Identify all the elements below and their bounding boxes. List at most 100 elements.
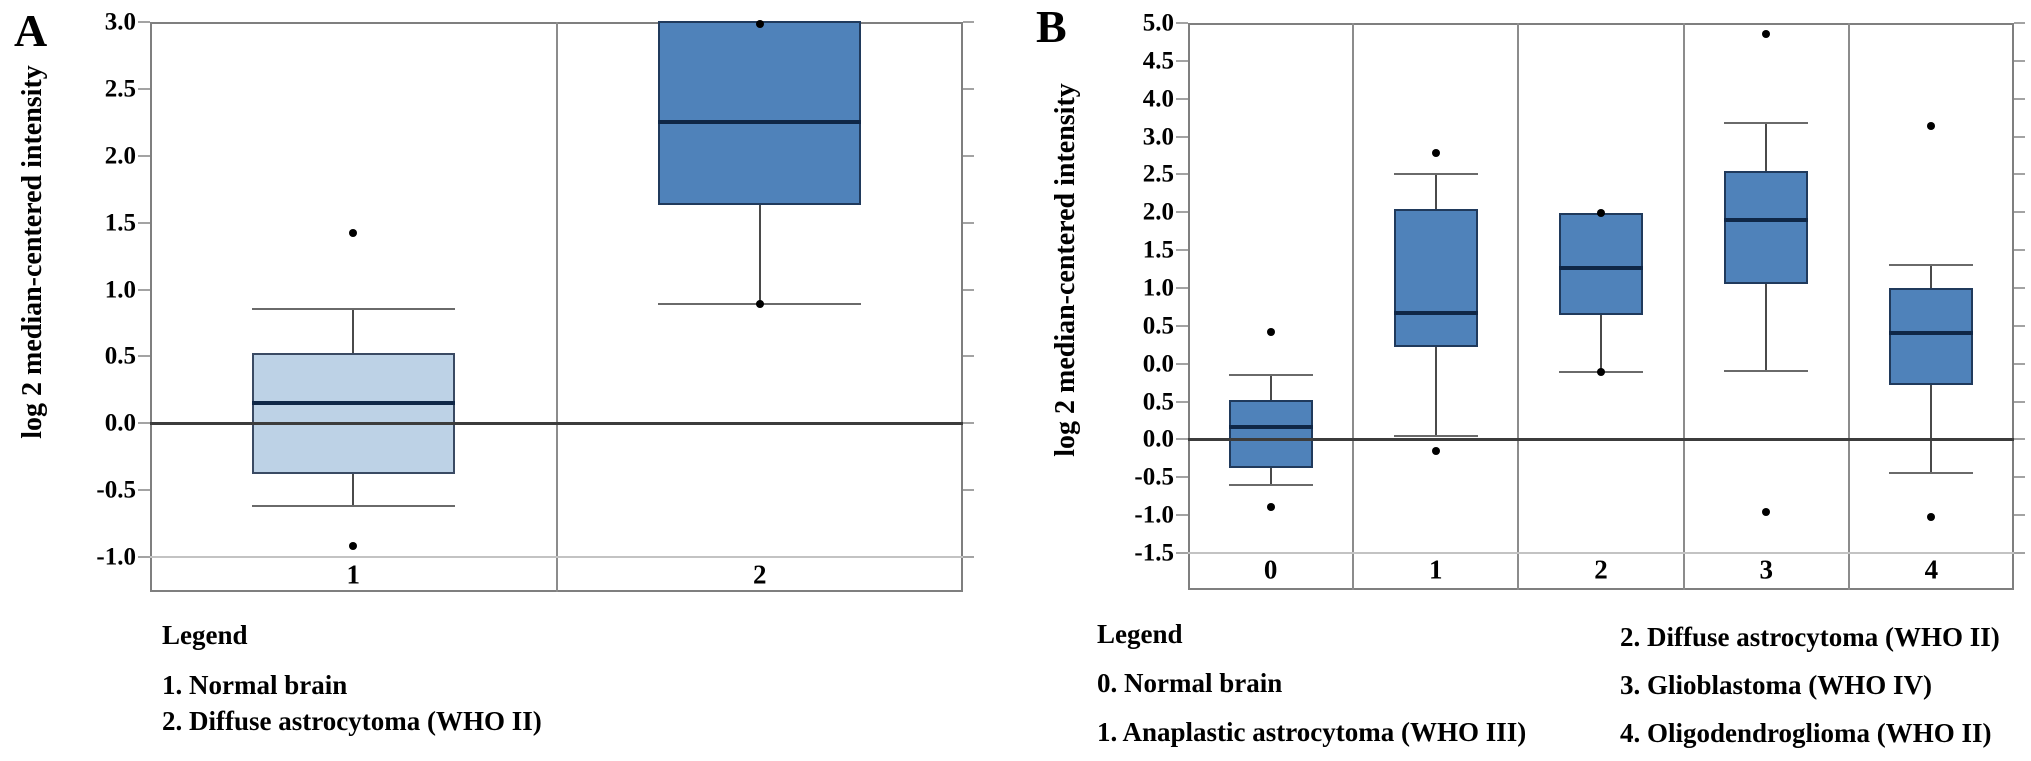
whisker-stem <box>1269 467 1272 485</box>
x-category-label: 2 <box>1594 554 1608 585</box>
y-tick-right <box>963 422 974 425</box>
y-tick-right <box>2014 514 2025 517</box>
y-tick-label: -1.5 <box>1134 539 1174 567</box>
y-tick-left <box>1176 362 1188 365</box>
bottom-gridline <box>1188 552 2014 554</box>
y-tick-left <box>1176 287 1188 289</box>
y-tick-left <box>138 489 150 492</box>
y-tick-right <box>2014 22 2025 24</box>
y-tick-right <box>2014 438 2025 441</box>
outlier-dot <box>1762 507 1771 516</box>
y-tick-left <box>1176 97 1188 100</box>
box-a-1 <box>251 353 455 474</box>
y-tick-left <box>1176 135 1188 138</box>
y-tick-label: 4.0 <box>1142 85 1174 113</box>
y-tick-left <box>1176 514 1188 517</box>
y-tick-left <box>1176 324 1188 327</box>
y-tick-label: 0.0 <box>1142 350 1174 378</box>
x-category-label: 1 <box>1429 554 1443 585</box>
y-tick-right <box>2014 59 2025 62</box>
panel-b-letter: B <box>1036 1 1067 52</box>
box-b-4 <box>1889 287 1974 386</box>
box-b-0 <box>1228 400 1313 468</box>
y-tick-label: 2.5 <box>1142 160 1174 188</box>
panel-b-y-axis-title: log 2 median-centered intensity <box>1050 83 1081 457</box>
whisker-stem <box>1434 347 1437 436</box>
outlier-dot <box>1431 149 1440 158</box>
whisker-stem <box>1765 283 1768 371</box>
outlier-dot <box>1597 208 1605 217</box>
whisker-cap <box>1724 121 1809 124</box>
legend-b-heading: Legend <box>1097 619 1183 649</box>
y-tick-right <box>2014 211 2025 214</box>
median-line <box>251 400 455 405</box>
y-tick-left <box>138 221 150 224</box>
outlier-dot <box>1927 121 1936 130</box>
median-line <box>1228 424 1313 429</box>
y-tick-left <box>1176 400 1188 403</box>
y-tick-label: 0.5 <box>104 342 136 370</box>
y-tick-right <box>963 489 974 492</box>
whisker-stem <box>1434 173 1437 209</box>
legend-b-item: 0. Normal brain <box>1097 668 1283 698</box>
y-tick-right <box>963 288 974 291</box>
y-tick-label: -0.5 <box>96 476 136 504</box>
y-tick-label: 5.0 <box>1142 9 1174 37</box>
y-tick-label: 2.0 <box>104 142 136 170</box>
median-line <box>1724 218 1809 223</box>
whisker-cap <box>1393 172 1478 175</box>
y-tick-right <box>2014 97 2025 100</box>
whisker-cap <box>251 308 455 311</box>
whisker-cap <box>1393 434 1478 437</box>
y-tick-left <box>1176 173 1188 176</box>
column-gridline <box>555 22 558 592</box>
x-category-label: 2 <box>753 559 767 590</box>
column-gridline <box>1847 23 1850 590</box>
y-tick-label: 3.0 <box>104 8 136 36</box>
zero-line <box>150 422 963 425</box>
outlier-dot <box>1266 502 1275 511</box>
y-tick-label: 0.5 <box>1142 312 1174 340</box>
whisker-stem <box>352 473 355 507</box>
outlier-dot <box>755 19 764 28</box>
outlier-dot <box>1762 29 1771 38</box>
y-tick-right <box>2014 135 2025 138</box>
box-b-1 <box>1393 208 1478 348</box>
y-tick-label: 1.0 <box>1142 274 1174 302</box>
y-tick-label: 0.0 <box>1142 425 1174 453</box>
y-tick-left <box>138 21 150 23</box>
y-tick-label: 0.0 <box>104 409 136 437</box>
y-tick-label: 2.0 <box>1142 198 1174 226</box>
whisker-stem <box>1269 375 1272 401</box>
outlier-dot <box>349 228 358 237</box>
y-tick-label: 1.5 <box>1142 236 1174 264</box>
outlier-dot <box>1597 368 1605 377</box>
whisker-stem <box>352 309 355 354</box>
whisker-stem <box>1600 315 1602 373</box>
y-tick-label: 1.5 <box>104 209 136 237</box>
whisker-cap <box>251 505 455 508</box>
outlier-dot <box>1927 512 1936 521</box>
legend-a-heading: Legend <box>162 620 248 650</box>
y-tick-left <box>1176 59 1188 62</box>
column-gridline <box>1682 23 1685 590</box>
y-tick-left <box>1176 22 1188 24</box>
legend-b-item: 3. Glioblastoma (WHO IV) <box>1620 670 1933 700</box>
y-tick-left <box>138 355 150 358</box>
y-tick-right <box>2014 362 2025 365</box>
y-tick-label: 1.0 <box>104 276 136 303</box>
bottom-gridline <box>150 556 963 558</box>
y-tick-left <box>1176 438 1188 441</box>
y-tick-label: 4.5 <box>1142 47 1174 75</box>
whisker-cap <box>1724 369 1809 372</box>
whisker-stem <box>758 204 761 304</box>
column-gridline <box>1517 23 1520 590</box>
whisker-stem <box>1930 264 1933 288</box>
whisker-cap <box>1889 472 1974 475</box>
outlier-dot <box>755 299 764 308</box>
y-tick-right <box>2014 173 2025 176</box>
median-line <box>1393 310 1478 315</box>
column-gridline <box>1352 23 1355 590</box>
y-tick-left <box>138 422 150 425</box>
x-category-label: 0 <box>1263 554 1278 585</box>
